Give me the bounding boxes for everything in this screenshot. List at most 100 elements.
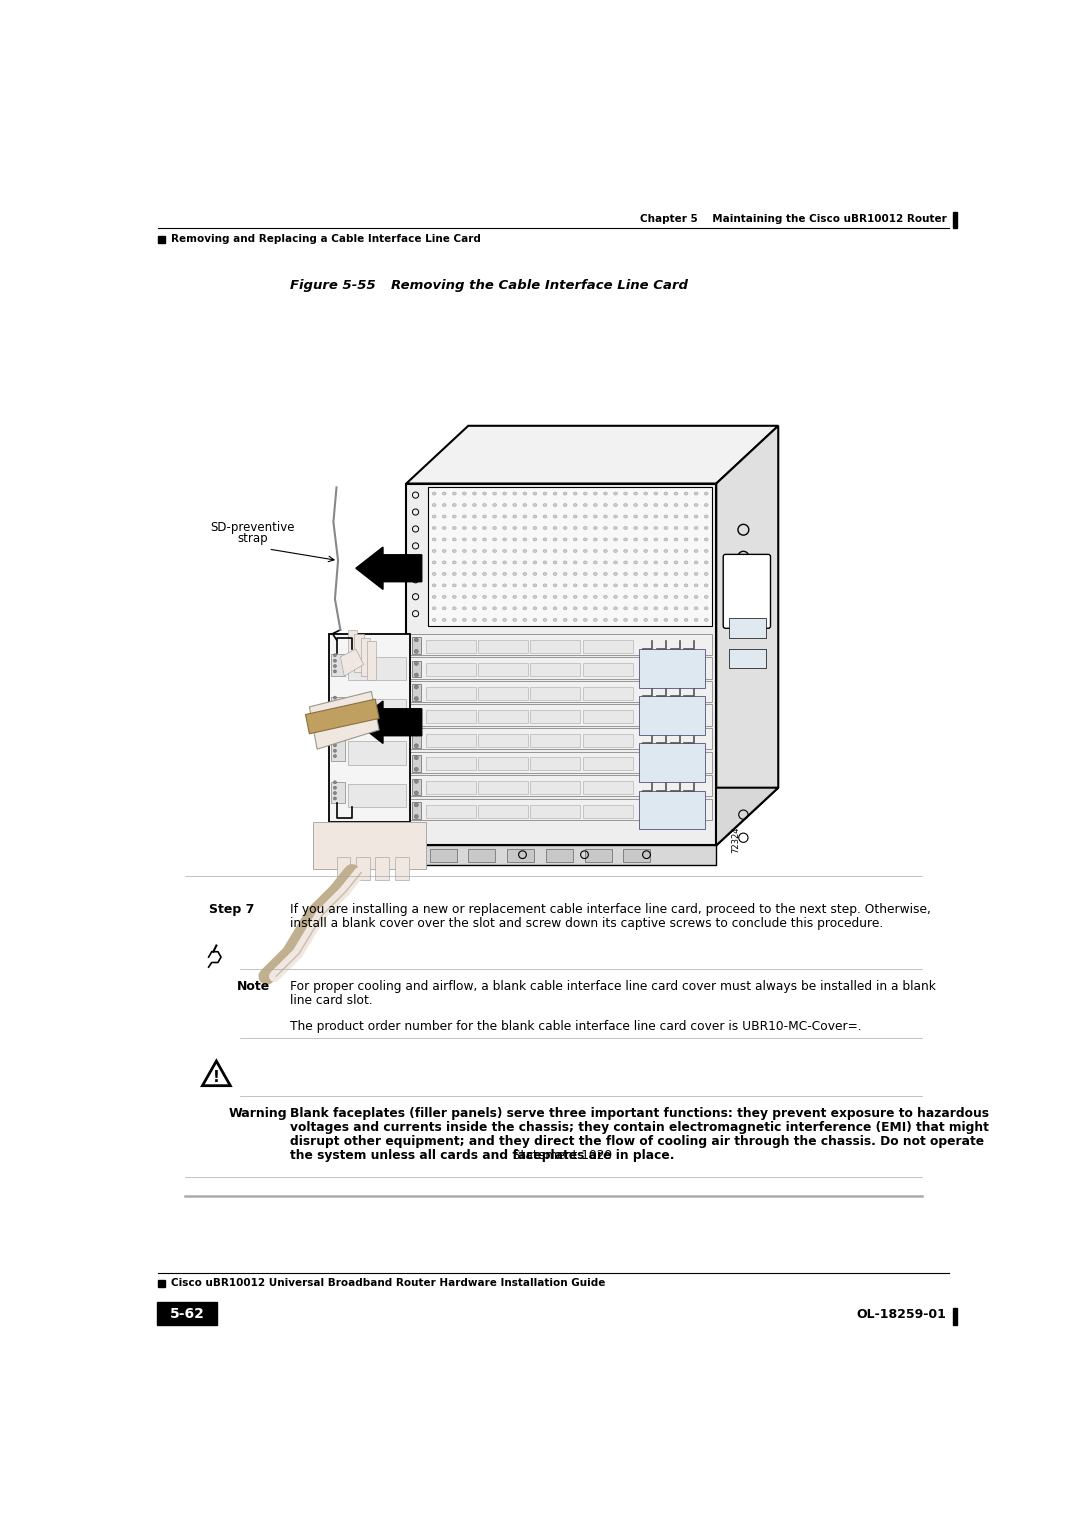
Ellipse shape: [502, 596, 507, 599]
Ellipse shape: [573, 583, 577, 586]
Bar: [426, 710, 475, 724]
Text: the system unless all cards and faceplates are in place.: the system unless all cards and faceplat…: [291, 1148, 675, 1162]
Text: The product order number for the blank cable interface line card cover is UBR10-: The product order number for the blank c…: [291, 1020, 862, 1034]
Circle shape: [415, 709, 418, 713]
Ellipse shape: [694, 515, 698, 518]
Ellipse shape: [453, 573, 456, 576]
Ellipse shape: [543, 538, 546, 541]
Circle shape: [334, 664, 337, 667]
Circle shape: [415, 673, 418, 676]
Circle shape: [334, 797, 337, 800]
Ellipse shape: [443, 527, 446, 530]
Ellipse shape: [674, 573, 678, 576]
Ellipse shape: [532, 583, 537, 586]
Ellipse shape: [613, 550, 618, 553]
Circle shape: [415, 791, 418, 796]
Ellipse shape: [593, 560, 597, 563]
Bar: [545, 849, 572, 863]
Ellipse shape: [634, 538, 637, 541]
Ellipse shape: [664, 527, 667, 530]
Ellipse shape: [453, 606, 456, 609]
Ellipse shape: [653, 573, 658, 576]
Ellipse shape: [432, 606, 436, 609]
Circle shape: [415, 814, 418, 818]
Ellipse shape: [443, 504, 446, 507]
Ellipse shape: [684, 492, 688, 495]
Ellipse shape: [604, 538, 607, 541]
Bar: [582, 710, 633, 724]
Ellipse shape: [502, 538, 507, 541]
Ellipse shape: [583, 606, 588, 609]
Circle shape: [415, 826, 418, 831]
Ellipse shape: [502, 560, 507, 563]
Ellipse shape: [634, 596, 637, 599]
Ellipse shape: [563, 560, 567, 563]
Circle shape: [415, 661, 418, 664]
Ellipse shape: [664, 550, 667, 553]
Bar: [478, 710, 528, 724]
Ellipse shape: [483, 515, 486, 518]
Ellipse shape: [513, 560, 516, 563]
Circle shape: [334, 701, 337, 704]
Ellipse shape: [543, 596, 546, 599]
Ellipse shape: [453, 550, 456, 553]
Ellipse shape: [573, 618, 577, 621]
Bar: [426, 687, 475, 699]
Ellipse shape: [664, 515, 667, 518]
Ellipse shape: [462, 573, 467, 576]
Ellipse shape: [462, 618, 467, 621]
Bar: [337, 857, 350, 880]
Text: Warning: Warning: [229, 1107, 287, 1121]
Ellipse shape: [492, 550, 497, 553]
Ellipse shape: [483, 618, 486, 621]
Circle shape: [415, 779, 418, 783]
Ellipse shape: [523, 618, 527, 621]
Ellipse shape: [443, 596, 446, 599]
Bar: [410, 657, 713, 678]
Ellipse shape: [553, 596, 557, 599]
Ellipse shape: [483, 583, 486, 586]
Circle shape: [415, 756, 418, 759]
Ellipse shape: [704, 538, 708, 541]
Bar: [410, 728, 713, 750]
Ellipse shape: [573, 560, 577, 563]
Ellipse shape: [704, 583, 708, 586]
Polygon shape: [361, 638, 369, 676]
Ellipse shape: [543, 492, 546, 495]
Ellipse shape: [432, 550, 436, 553]
Bar: [426, 805, 475, 817]
Text: line card slot.: line card slot.: [291, 994, 373, 1006]
Ellipse shape: [704, 550, 708, 553]
Ellipse shape: [674, 515, 678, 518]
Ellipse shape: [513, 492, 516, 495]
Ellipse shape: [473, 538, 476, 541]
Ellipse shape: [694, 573, 698, 576]
Ellipse shape: [453, 596, 456, 599]
Polygon shape: [313, 823, 426, 869]
Bar: [411, 731, 421, 748]
Ellipse shape: [563, 583, 567, 586]
Ellipse shape: [634, 606, 637, 609]
Ellipse shape: [623, 606, 627, 609]
Bar: [159, 1280, 165, 1287]
Ellipse shape: [543, 560, 546, 563]
Ellipse shape: [623, 538, 627, 541]
Bar: [582, 805, 633, 817]
Ellipse shape: [593, 596, 597, 599]
Ellipse shape: [473, 618, 476, 621]
Ellipse shape: [684, 573, 688, 576]
Circle shape: [415, 649, 418, 654]
Bar: [332, 696, 345, 718]
Circle shape: [334, 754, 337, 757]
Circle shape: [415, 696, 418, 701]
Circle shape: [415, 686, 418, 689]
Ellipse shape: [523, 515, 527, 518]
Ellipse shape: [583, 527, 588, 530]
Ellipse shape: [694, 583, 698, 586]
Bar: [478, 805, 528, 817]
Circle shape: [334, 744, 337, 747]
Circle shape: [334, 670, 337, 673]
Ellipse shape: [634, 492, 637, 495]
Ellipse shape: [543, 573, 546, 576]
Ellipse shape: [644, 550, 648, 553]
